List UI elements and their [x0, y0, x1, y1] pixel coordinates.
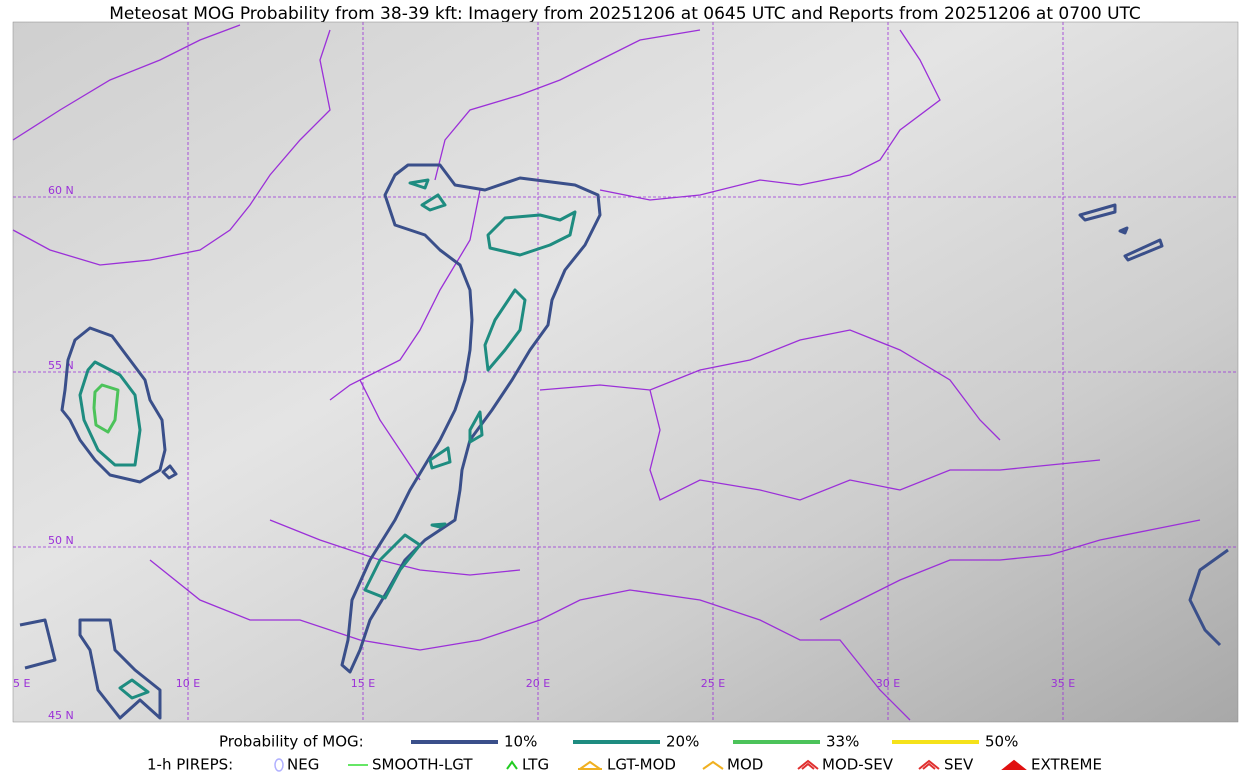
lon-label: 5 E: [13, 677, 30, 690]
contours: [19, 163, 1229, 720]
lat-label: 60 N: [48, 184, 74, 197]
pireps-title: 1-h PIREPS:: [147, 756, 233, 774]
map-frame: [12, 21, 1239, 723]
lon-label: 20 E: [526, 677, 550, 690]
pirep-icon: [797, 759, 819, 770]
contour-10: [60, 326, 167, 484]
coastline: [12, 24, 941, 401]
lon-label: 30 E: [876, 677, 900, 690]
lon-label: 15 E: [351, 677, 375, 690]
country-borders: [149, 329, 1201, 721]
contour-33: [92, 383, 120, 434]
pirep-icon: [578, 760, 602, 770]
pirep-label: NEG: [287, 756, 319, 774]
pirep-label: SMOOTH-LGT: [372, 756, 473, 774]
lat-label: 50 N: [48, 534, 74, 547]
legend-label: 33%: [826, 733, 859, 751]
contour-20: [78, 178, 577, 700]
legend: 10% 20% 33% 50% NEG SMOOTH-LGT LTG LGT-MOD MOD MO…: [274, 733, 1102, 774]
pirep-icon: [1001, 759, 1027, 770]
lon-label: 35 E: [1051, 677, 1075, 690]
map: 5 E 10 E 15 E 20 E 25 E 30 E 35 E 45 N 50 N 55 N 6…: [12, 21, 1239, 723]
lon-label: 25 E: [701, 677, 725, 690]
lat-label: 55 N: [48, 359, 74, 372]
pirep-label: LTG: [522, 756, 549, 774]
pirep-label: EXTREME: [1031, 756, 1102, 774]
legend-label: 20%: [666, 733, 699, 751]
legend-label: 50%: [985, 733, 1018, 751]
pirep-icon: [702, 760, 724, 770]
pirep-label: SEV: [944, 756, 974, 774]
lat-label: 45 N: [48, 709, 74, 722]
contour-10: [161, 203, 1164, 480]
pirep-icon: [274, 758, 284, 772]
pirep-icon: [506, 760, 518, 770]
pirep-icon: [918, 759, 940, 770]
legend-title: Probability of MOG:: [219, 733, 364, 751]
lon-label: 10 E: [176, 677, 200, 690]
pirep-label: MOD-SEV: [822, 756, 894, 774]
contour-10: [340, 163, 602, 674]
legend-label: 10%: [504, 733, 537, 751]
pirep-label: MOD: [727, 756, 763, 774]
contour-10: [19, 548, 1229, 720]
title: Meteosat MOG Probability from 38-39 kft:…: [109, 4, 1141, 24]
graticule: 5 E 10 E 15 E 20 E 25 E 30 E 35 E 45 N 50 N 55 N 6…: [13, 22, 1238, 722]
pirep-label: LGT-MOD: [607, 756, 676, 774]
